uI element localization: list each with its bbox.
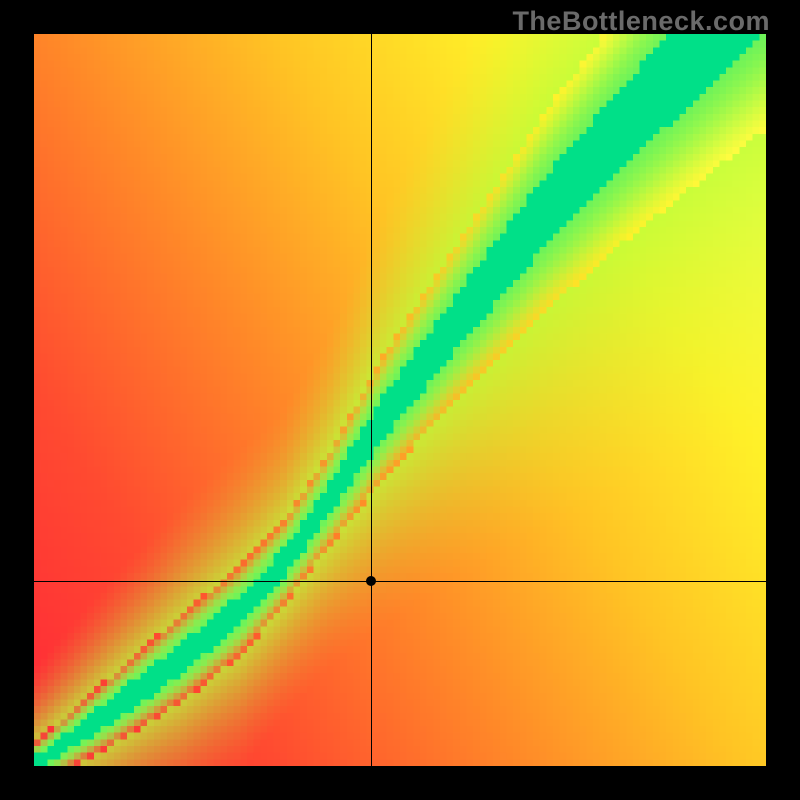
chart-frame: TheBottleneck.com [0, 0, 800, 800]
crosshair-horizontal [34, 581, 766, 582]
watermark-text: TheBottleneck.com [512, 6, 770, 37]
crosshair-marker [366, 576, 376, 586]
heatmap-plot-area [34, 34, 766, 766]
heatmap-canvas [34, 34, 766, 766]
crosshair-vertical [371, 34, 372, 766]
